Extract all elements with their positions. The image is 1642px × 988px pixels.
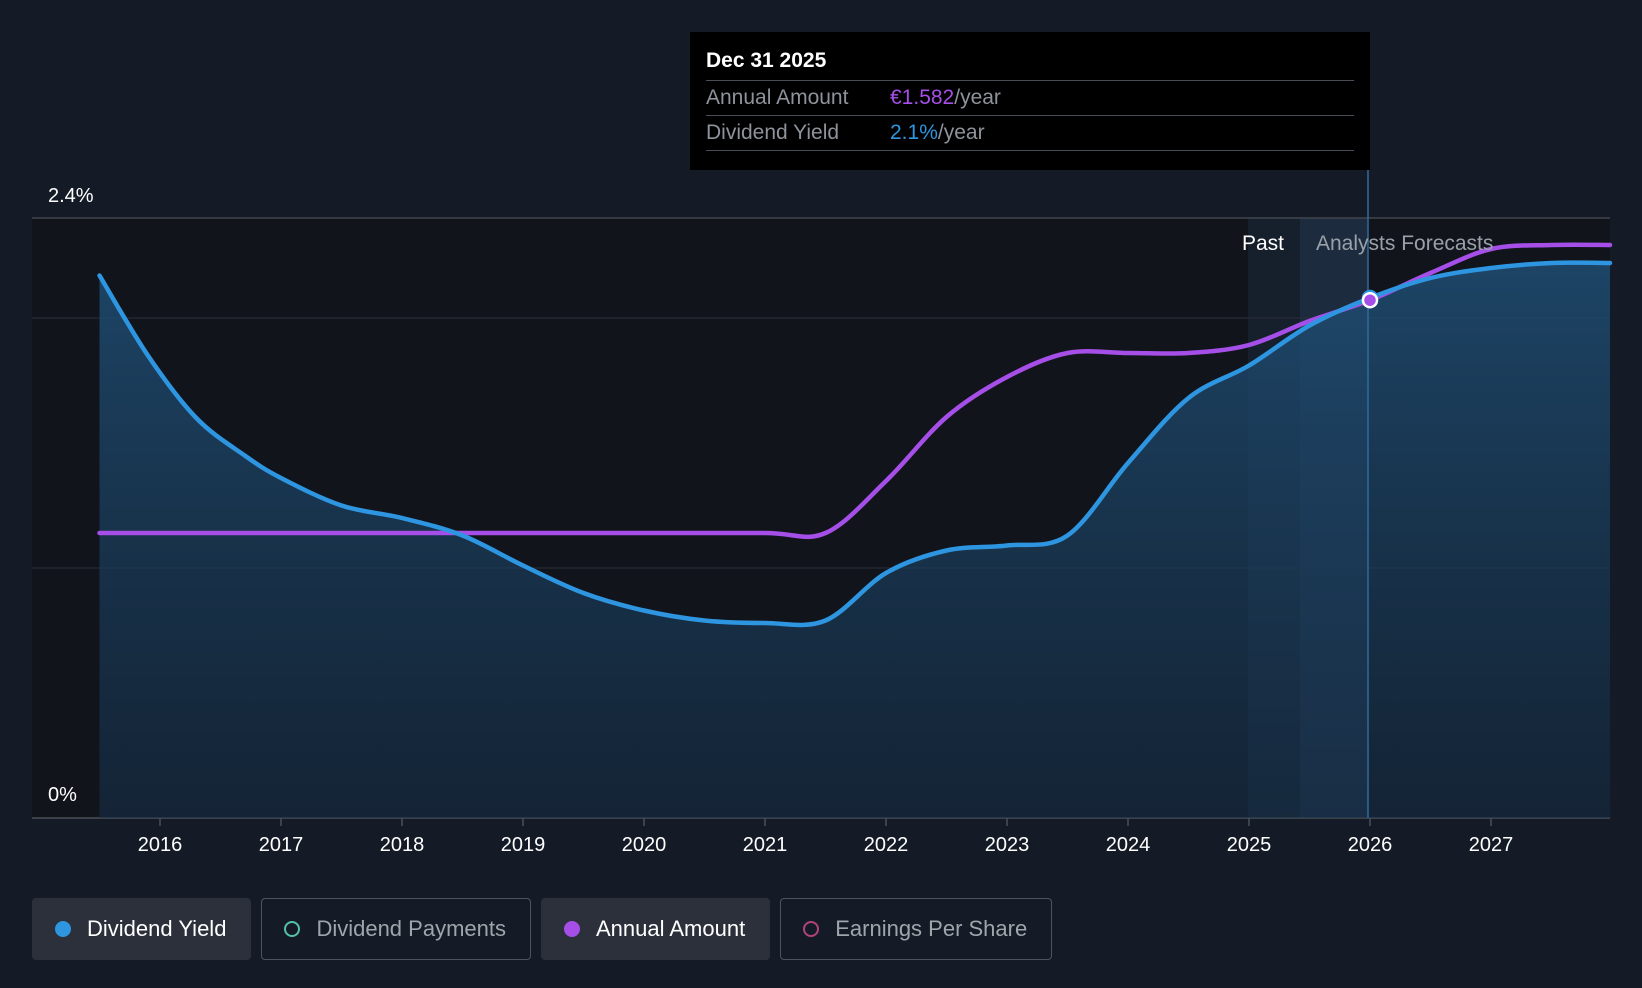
tooltip-yield-row: Dividend Yield 2.1% /year <box>706 115 1354 151</box>
x-tick-label: 2017 <box>259 834 304 856</box>
x-tick-label: 2023 <box>985 834 1030 856</box>
tooltip-amount-unit: /year <box>954 86 1001 109</box>
x-tick-label: 2026 <box>1348 834 1393 856</box>
x-tick-label: 2018 <box>380 834 425 856</box>
x-tick-label: 2021 <box>743 834 788 856</box>
legend-label: Dividend Payments <box>316 916 506 941</box>
tooltip-date: Dec 31 2025 <box>706 49 827 72</box>
forecast-label: Analysts Forecasts <box>1316 232 1493 255</box>
legend-earnings-per-share[interactable]: Earnings Per Share <box>780 898 1053 960</box>
legend-dot-icon <box>563 921 580 937</box>
legend-label: Dividend Yield <box>87 916 227 941</box>
legend-dividend-payments[interactable]: Dividend Payments <box>261 898 531 960</box>
dividend-yield-area <box>99 262 1610 818</box>
legend-annual-amount[interactable]: Annual Amount <box>540 898 771 960</box>
legend-dividend-yield[interactable]: Dividend Yield <box>32 898 252 960</box>
y-tick-top: 2.4% <box>48 185 94 207</box>
tooltip-yield-value: 2.1% <box>890 121 938 144</box>
x-tick-label: 2016 <box>138 834 183 856</box>
amount-marker <box>1361 291 1379 309</box>
legend-dot-icon <box>55 921 71 937</box>
x-tick-label: 2024 <box>1106 834 1151 856</box>
legend-label: Annual Amount <box>595 916 746 941</box>
x-tick-label: 2027 <box>1469 834 1514 856</box>
x-tick-label: 2019 <box>501 834 546 856</box>
tooltip-amount-value: €1.582 <box>890 86 955 109</box>
tooltip: Dec 31 2025 Annual Amount €1.582 /year D… <box>690 32 1370 170</box>
tooltip-yield-label: Dividend Yield <box>706 121 840 144</box>
legend-dot-icon <box>803 921 820 937</box>
x-tick-label: 2020 <box>622 834 667 856</box>
past-label: Past <box>1242 232 1284 255</box>
x-tick-label: 2025 <box>1227 834 1272 856</box>
tooltip-amount-label: Annual Amount <box>706 86 849 109</box>
highlight-markers <box>1361 289 1379 309</box>
tooltip-yield-unit: /year <box>937 121 985 144</box>
x-axis: 2016 2017 2018 2019 2020 2021 2022 2023 2024 2025… <box>138 818 1514 856</box>
x-tick-label: 2022 <box>864 834 909 856</box>
legend-dot-icon <box>284 921 301 937</box>
y-tick-bottom: 0% <box>48 784 77 806</box>
dividend-yield-line <box>97 260 1613 628</box>
legend: Dividend Yield Dividend Payments Annual … <box>32 898 1053 960</box>
tooltip-amount-row: Annual Amount €1.582 /year <box>706 80 1354 115</box>
legend-label: Earnings Per Share <box>835 916 1028 941</box>
